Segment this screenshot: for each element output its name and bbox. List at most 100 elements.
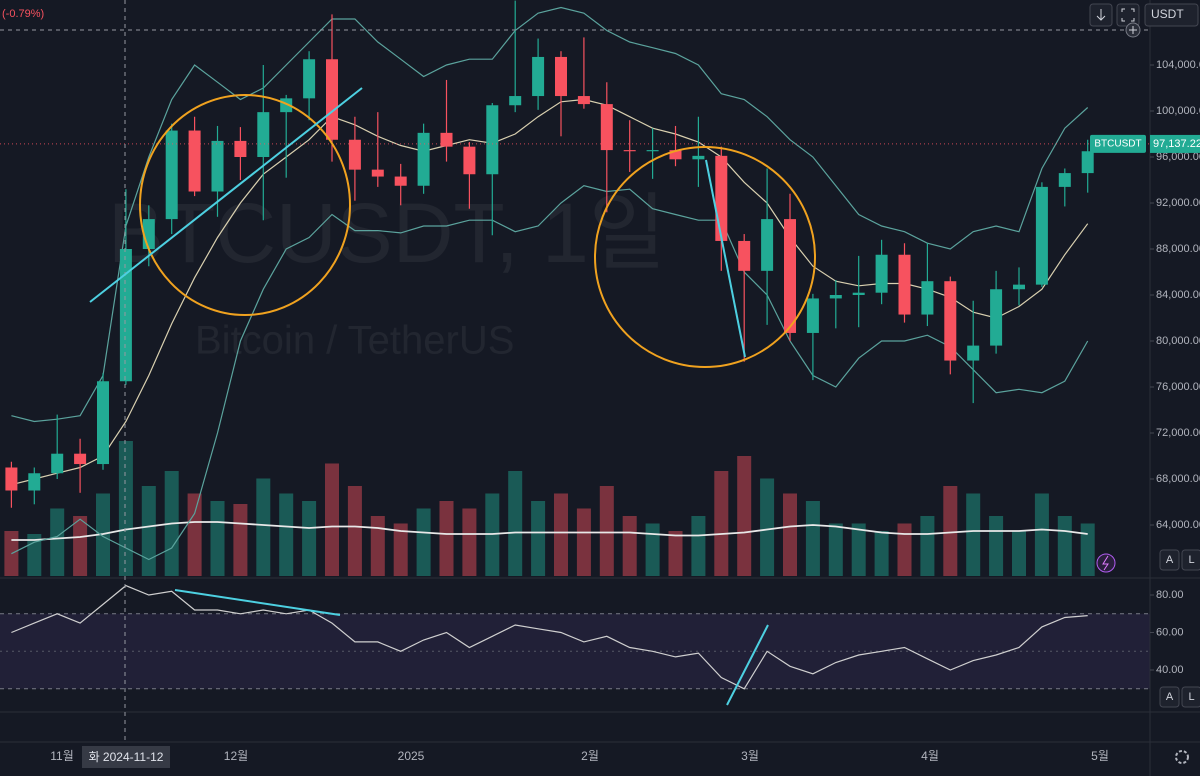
candle-body (165, 130, 178, 220)
rsi-band-fill (0, 613, 1150, 689)
volume-bar (462, 508, 477, 576)
volume-bar (118, 441, 133, 576)
y-tick-label: 68,000.00 (1156, 473, 1200, 485)
candle-body (74, 453, 87, 465)
volume-bar (668, 531, 683, 576)
candle-body (944, 281, 957, 361)
volume-bar (531, 501, 546, 576)
volume-bar (347, 486, 362, 576)
y-tick-label: 96,000.00 (1156, 151, 1200, 163)
candle-body (738, 240, 751, 271)
volume-bar (210, 501, 225, 576)
x-tick-label: 2월 (581, 749, 599, 763)
x-tick-label: 4월 (921, 749, 939, 763)
volume-bar (576, 508, 591, 576)
volume-bar (1057, 516, 1072, 576)
y-tick-label: 104,000.00 (1156, 59, 1200, 71)
x-tick-label: 2025 (398, 749, 425, 763)
x-tick-label: 3월 (741, 749, 759, 763)
volume-bar (73, 516, 88, 576)
candle-body (600, 104, 613, 151)
candle-body (532, 56, 545, 97)
candle-body (669, 150, 682, 160)
candle-body (303, 59, 316, 99)
pane-button-label: A (1166, 691, 1174, 703)
download-icon (1096, 9, 1106, 21)
x-tick-label: 5월 (1091, 749, 1109, 763)
candle-body (119, 248, 132, 382)
y-tick-label: 88,000.00 (1156, 243, 1200, 255)
volume-bar (508, 471, 523, 576)
settings-button[interactable] (1175, 750, 1189, 764)
bollinger-line (11, 185, 1089, 561)
y-tick-label: 76,000.00 (1156, 381, 1200, 393)
last-price-label: 97,137.22 (1153, 138, 1200, 150)
candle-body (188, 130, 201, 192)
y-tick-label: 80.00 (1156, 589, 1184, 601)
candle-body (692, 155, 705, 160)
volume-bar (828, 523, 843, 576)
candle-body (211, 140, 224, 192)
volume-bar (691, 516, 706, 576)
volume-bar (325, 463, 339, 576)
pane-button[interactable] (1159, 549, 1180, 571)
volume-bar (50, 508, 65, 576)
alert-button[interactable] (1096, 553, 1116, 573)
candle-body (715, 155, 728, 241)
y-tick-label: 60.00 (1156, 626, 1184, 638)
candle-body (394, 176, 407, 186)
trend-line (89, 87, 363, 303)
alert-icon (1102, 555, 1109, 571)
volume-bar (1080, 523, 1095, 576)
volume-bar (783, 493, 797, 576)
candle-body (440, 132, 453, 147)
currency-button[interactable] (1144, 3, 1199, 27)
candle-body (1081, 151, 1094, 174)
y-tick-label: 100,000.00 (1156, 105, 1200, 117)
volume-bar (302, 501, 317, 576)
y-tick-label: 40.00 (1156, 664, 1184, 676)
volume-bar (874, 531, 889, 576)
candle-body (784, 219, 796, 333)
crosshair-date-box (82, 746, 170, 768)
candle-body (829, 294, 842, 299)
volume-bar (256, 478, 271, 576)
pane-button-label: L (1188, 691, 1194, 703)
candle-body (852, 292, 865, 295)
plot (0, 0, 1150, 690)
pane-button[interactable] (1159, 686, 1180, 708)
y-tick-label: 92,000.00 (1156, 197, 1200, 209)
candle-body (257, 112, 270, 157)
circle-drawing (594, 146, 816, 368)
candle-body (1058, 173, 1071, 187)
pane-button-label: L (1188, 554, 1194, 566)
candle-body (28, 473, 41, 491)
fullscreen-button[interactable] (1116, 3, 1140, 27)
candle-body (463, 146, 476, 175)
candle-body (326, 59, 338, 140)
volume-bar (645, 523, 660, 576)
volume-bar (714, 471, 729, 576)
pane-button[interactable] (1181, 686, 1200, 708)
volume-bar (416, 508, 431, 576)
volume-bar (851, 523, 866, 576)
trend-line (174, 589, 341, 616)
candle-body (875, 254, 888, 293)
candle-body (990, 289, 1003, 346)
bollinger-line (11, 6, 1089, 423)
volume-bar (393, 523, 408, 576)
crosshair-date: 화 2024-11-12 (89, 750, 164, 764)
volume-bar (1034, 493, 1049, 576)
watermark: BTCUSDT, 1일 Bitcoin / TetherUS (108, 186, 666, 362)
watermark-name: Bitcoin / TetherUS (195, 319, 514, 363)
candle-body (371, 169, 384, 177)
fullscreen-icon (1121, 8, 1135, 22)
y-tick-label: 84,000.00 (1156, 289, 1200, 301)
candle-body (1035, 186, 1048, 285)
pane-button[interactable] (1181, 549, 1200, 571)
y-tick-label: 72,000.00 (1156, 427, 1200, 439)
trend-line (705, 159, 746, 358)
last-price-box (1150, 134, 1200, 153)
candle-body (97, 381, 109, 465)
candle-body (898, 254, 911, 315)
